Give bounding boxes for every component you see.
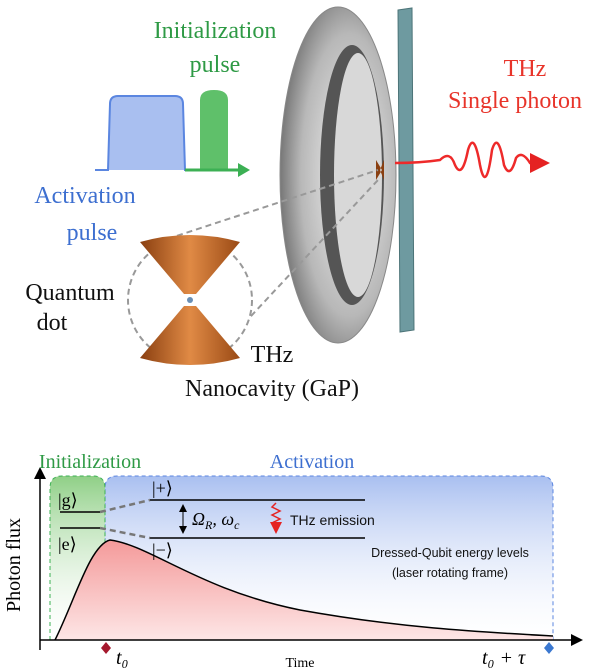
- thz-photon-label: Single photon: [448, 88, 582, 114]
- t0-marker: [101, 642, 111, 654]
- thz-wave: [395, 143, 545, 177]
- state-label: |−⟩: [152, 540, 173, 560]
- emission-label: THz emission: [290, 512, 375, 528]
- tend-marker: [544, 642, 554, 654]
- t-end: t₀ + τ: [482, 647, 526, 669]
- coupling-label: ΩR, ωc: [192, 509, 240, 532]
- y-label: Photon flux: [3, 518, 25, 612]
- state-label: |+⟩: [152, 478, 173, 498]
- phase-label: Activation: [270, 451, 354, 473]
- init-pulse-label: Initialization: [154, 18, 277, 44]
- state-label: |e⟩: [58, 534, 77, 554]
- act-pulse-label: Activation: [34, 183, 135, 209]
- mirror: [398, 8, 414, 332]
- ring-inner: [334, 53, 382, 297]
- levels-note: Dressed-Qubit energy levels: [371, 546, 529, 560]
- act-pulse-label: pulse: [67, 220, 118, 246]
- quantum-dot: [187, 297, 193, 303]
- cavity-label: Nanocavity (GaP): [185, 376, 359, 402]
- pulse-arrow: [238, 163, 250, 177]
- qd-label: dot: [37, 310, 68, 336]
- qd-label: Quantum: [25, 280, 115, 306]
- figure: Initialization pulse Activation pulse TH…: [0, 0, 590, 672]
- cavity-label: THz: [251, 342, 294, 368]
- init-pulse: [200, 90, 228, 170]
- init-pulse-label: pulse: [190, 52, 241, 78]
- state-label: |g⟩: [58, 490, 78, 510]
- x-label: Time: [285, 656, 314, 671]
- thz-photon-label: THz: [504, 56, 547, 82]
- t-start: t₀: [116, 647, 129, 669]
- phase-label: Initialization: [39, 451, 141, 473]
- levels-note: (laser rotating frame): [392, 566, 508, 580]
